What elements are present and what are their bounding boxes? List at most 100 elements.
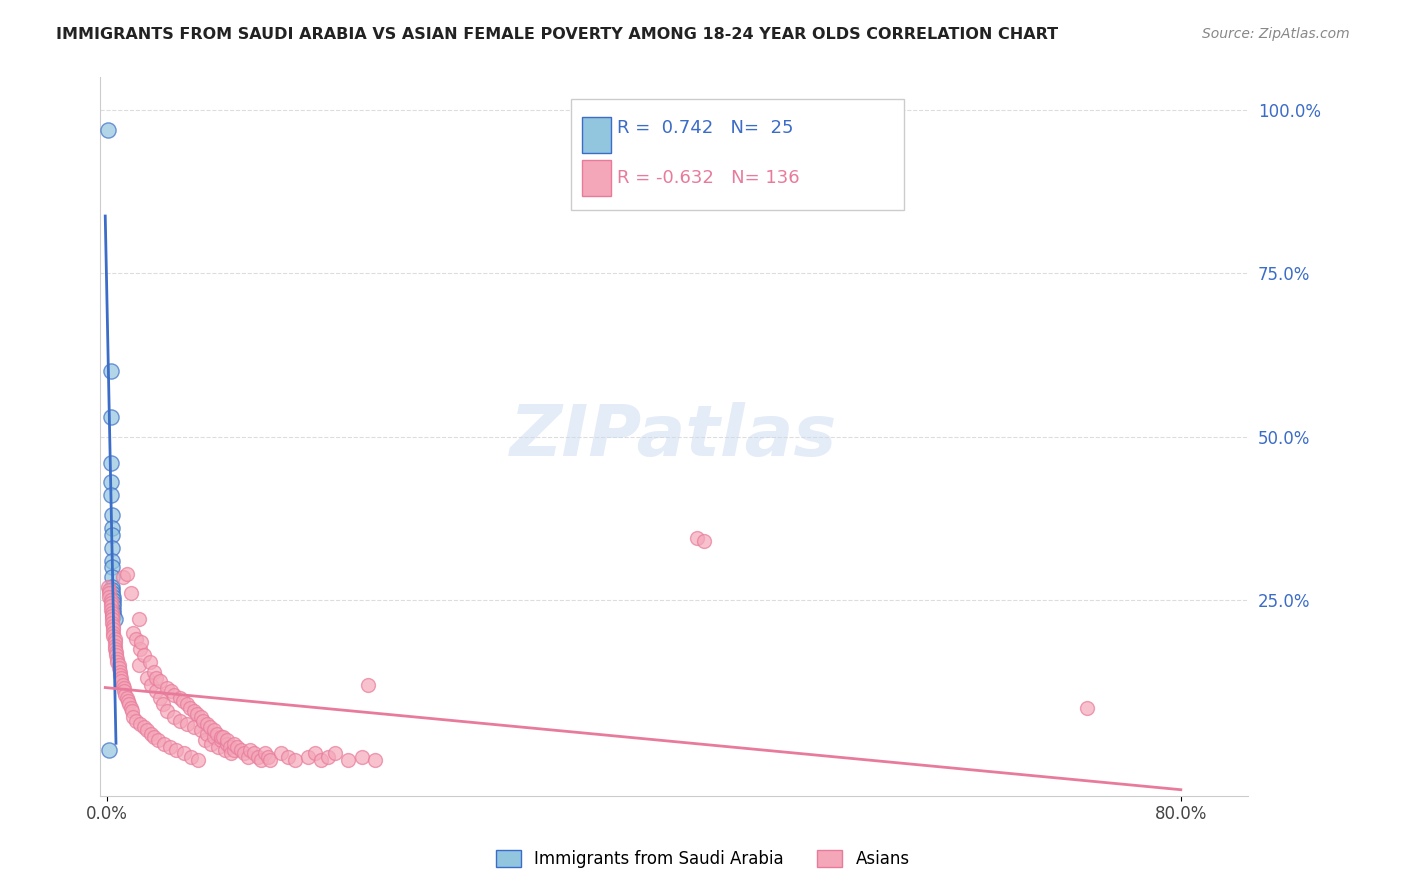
Point	[128, 658, 150, 673]
Point	[100, 488, 122, 502]
Point	[101, 612, 124, 626]
Point	[224, 737, 246, 751]
Point	[156, 681, 179, 695]
Point	[125, 714, 148, 728]
Point	[117, 694, 139, 708]
Point	[159, 739, 181, 754]
Point	[243, 747, 266, 761]
Point	[131, 635, 153, 649]
FancyBboxPatch shape	[582, 117, 610, 153]
Point	[311, 753, 333, 767]
Point	[146, 733, 169, 747]
Point	[224, 743, 246, 757]
Point	[207, 739, 229, 754]
Point	[337, 753, 360, 767]
Point	[101, 541, 124, 555]
Point	[104, 632, 127, 646]
Point	[101, 570, 124, 584]
Point	[1076, 700, 1098, 714]
Point	[120, 700, 142, 714]
Point	[304, 747, 326, 761]
Point	[104, 645, 127, 659]
Point	[101, 527, 124, 541]
Point	[129, 641, 152, 656]
Point	[142, 730, 165, 744]
Point	[101, 554, 124, 568]
Point	[270, 747, 292, 761]
Point	[103, 592, 125, 607]
Point	[135, 723, 157, 738]
Point	[98, 586, 121, 600]
Point	[236, 749, 259, 764]
Point	[100, 592, 122, 607]
Point	[190, 723, 212, 738]
Point	[112, 681, 135, 695]
Point	[101, 582, 124, 597]
Point	[229, 743, 252, 757]
Point	[101, 615, 124, 630]
Point	[97, 580, 120, 594]
Point	[254, 747, 277, 761]
Text: ZIPatlas: ZIPatlas	[510, 402, 838, 471]
Point	[100, 596, 122, 610]
Point	[110, 674, 132, 689]
Point	[198, 720, 221, 734]
Point	[129, 717, 152, 731]
Point	[172, 694, 194, 708]
Point	[135, 671, 157, 685]
Point	[122, 625, 145, 640]
FancyBboxPatch shape	[571, 99, 904, 211]
Point	[100, 602, 122, 616]
Point	[103, 609, 125, 624]
Point	[98, 743, 121, 757]
Point	[107, 658, 129, 673]
Point	[100, 475, 122, 490]
Point	[101, 606, 124, 620]
Point	[195, 727, 218, 741]
Text: IMMIGRANTS FROM SAUDI ARABIA VS ASIAN FEMALE POVERTY AMONG 18-24 YEAR OLDS CORRE: IMMIGRANTS FROM SAUDI ARABIA VS ASIAN FE…	[56, 27, 1059, 42]
Point	[110, 671, 132, 685]
Point	[153, 737, 176, 751]
Point	[138, 655, 160, 669]
Point	[173, 747, 195, 761]
Point	[214, 743, 236, 757]
Point	[160, 684, 183, 698]
Point	[686, 531, 709, 545]
Point	[98, 590, 121, 604]
Point	[107, 661, 129, 675]
Point	[103, 599, 125, 614]
Point	[134, 720, 156, 734]
Point	[202, 730, 225, 744]
Point	[256, 749, 278, 764]
Point	[100, 409, 122, 424]
Point	[105, 655, 128, 669]
Point	[176, 717, 198, 731]
Point	[97, 122, 120, 136]
Point	[180, 749, 202, 764]
Point	[115, 690, 138, 705]
Point	[101, 580, 124, 594]
Point	[212, 730, 235, 744]
Point	[163, 688, 186, 702]
Point	[183, 720, 205, 734]
Point	[103, 622, 125, 636]
Point	[165, 743, 187, 757]
Point	[152, 698, 174, 712]
Point	[100, 456, 122, 470]
Point	[122, 710, 145, 724]
Point	[205, 727, 228, 741]
Point	[142, 665, 165, 679]
Point	[108, 668, 131, 682]
Point	[163, 710, 186, 724]
Point	[128, 612, 150, 626]
FancyBboxPatch shape	[582, 160, 610, 196]
Point	[169, 714, 191, 728]
Point	[101, 586, 124, 600]
Point	[221, 747, 243, 761]
Point	[156, 704, 179, 718]
Point	[217, 733, 239, 747]
Point	[259, 753, 281, 767]
Point	[169, 690, 191, 705]
Point	[125, 632, 148, 646]
Point	[108, 665, 131, 679]
